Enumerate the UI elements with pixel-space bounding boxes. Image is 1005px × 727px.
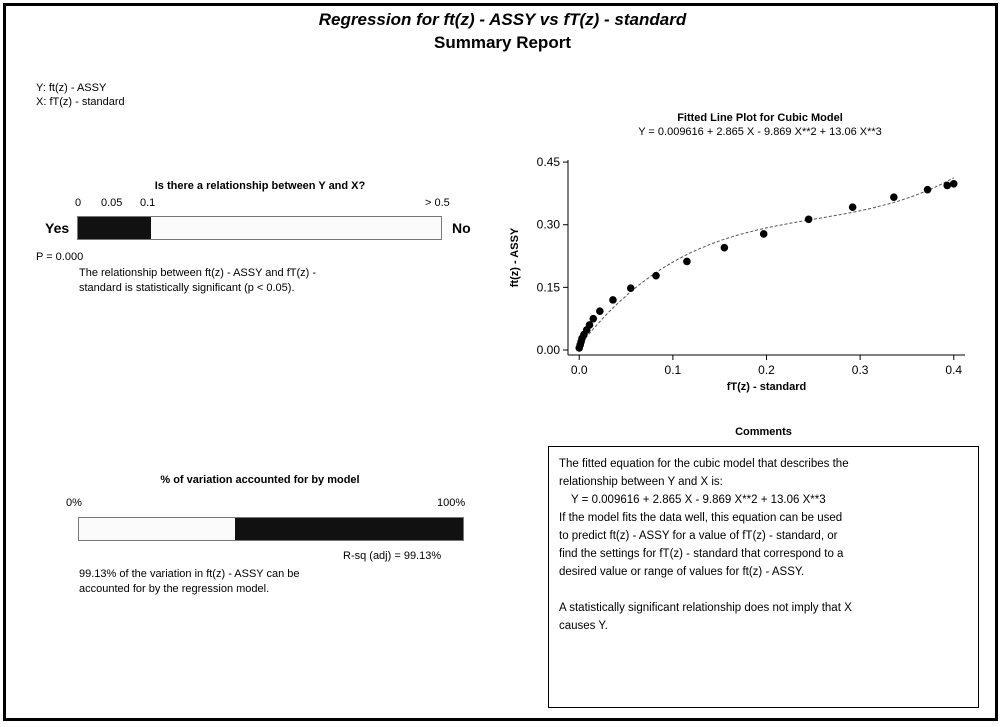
data-point [848, 203, 857, 211]
data-point [720, 243, 729, 252]
yes-label: Yes [45, 220, 70, 236]
data-point [596, 307, 604, 315]
data-point [626, 284, 635, 292]
data-point [683, 257, 691, 266]
comments-line-2: relationship between Y and X is: [559, 476, 723, 488]
variation-line-2: accounted for by the regression model. [79, 583, 270, 595]
x-tick-label: 0.2 [758, 363, 775, 377]
data-point [949, 180, 958, 188]
comments-line-7: A statistically significant relationship… [559, 602, 852, 614]
p-tick-01: 0.1 [140, 197, 156, 209]
variation-heading: % of variation accounted for by model [160, 474, 360, 486]
data-point [890, 193, 898, 201]
data-point [589, 314, 598, 323]
x-axis-title: fT(z) - standard [727, 381, 806, 393]
p-value-text: P = 0.000 [36, 251, 84, 263]
data-point [943, 181, 952, 190]
comments-line-6: desired value or range of values for ft(… [559, 566, 805, 578]
comments-heading: Comments [735, 426, 792, 438]
report-subtitle: Summary Report [434, 33, 571, 52]
comments-line-5: find the settings for fT(z) - standard t… [559, 548, 844, 560]
y-tick-label: 0.00 [537, 343, 561, 357]
data-point [652, 271, 660, 280]
variation-0-label: 0% [66, 497, 82, 509]
y-axis-title: ft(z) - ASSY [509, 227, 521, 287]
data-point [759, 230, 768, 238]
data-point [609, 296, 617, 304]
y-tick-label: 0.45 [537, 155, 561, 169]
variation-100-label: 100% [437, 497, 466, 509]
rsq-bar-fill [234, 518, 463, 540]
x-tick-label: 0.3 [852, 363, 869, 377]
report-title: Regression for ft(z) - ASSY vs fT(z) - s… [318, 10, 687, 29]
y-variable-label: Y: ft(z) - ASSY [36, 82, 107, 94]
comments-line-8: causes Y. [559, 620, 608, 632]
p-tick-005: 0.05 [101, 197, 123, 209]
p-value-bar-fill [78, 217, 151, 239]
y-tick-label: 0.15 [537, 280, 561, 294]
fitted-line [578, 177, 955, 347]
relationship-heading: Is there a relationship between Y and X? [154, 180, 366, 192]
relationship-conclusion-2: standard is statistically significant (p… [79, 282, 295, 294]
rsq-bar [78, 517, 464, 541]
comments-line-4: to predict ft(z) - ASSY for a value of f… [559, 530, 838, 542]
comments-box: The fitted equation for the cubic model … [548, 446, 979, 708]
x-tick-label: 0.4 [945, 363, 962, 377]
p-value-bar [77, 216, 442, 240]
x-tick-label: 0.1 [665, 363, 682, 377]
fitted-line-plot: 0.00 0.15 0.30 0.45 0.0 0.1 0.2 0.3 0.4 fT(z) - s… [509, 155, 965, 393]
y-tick-label: 0.30 [537, 218, 561, 232]
no-label: No [452, 220, 471, 236]
rsq-value-label: R-sq (adj) = 99.13% [343, 550, 442, 562]
x-tick-label: 0.0 [571, 363, 588, 377]
report-frame [3, 3, 998, 721]
x-variable-label: X: fT(z) - standard [36, 96, 125, 108]
data-point [923, 185, 932, 194]
variation-line-1: 99.13% of the variation in ft(z) - ASSY … [79, 568, 300, 580]
data-point [804, 215, 813, 224]
comments-line-3: If the model fits the data well, this eq… [559, 512, 843, 524]
comments-equation: Y = 0.009616 + 2.865 X - 9.869 X**2 + 13… [571, 494, 826, 506]
plot-title: Fitted Line Plot for Cubic Model [677, 112, 843, 124]
p-tick-0: 0 [75, 197, 82, 209]
data-point [585, 321, 594, 329]
plot-equation: Y = 0.009616 + 2.865 X - 9.869 X**2 + 13… [638, 126, 882, 138]
comments-line-1: The fitted equation for the cubic model … [559, 458, 849, 470]
p-tick-05: > 0.5 [425, 197, 450, 209]
relationship-conclusion-1: The relationship between ft(z) - ASSY an… [79, 267, 317, 279]
